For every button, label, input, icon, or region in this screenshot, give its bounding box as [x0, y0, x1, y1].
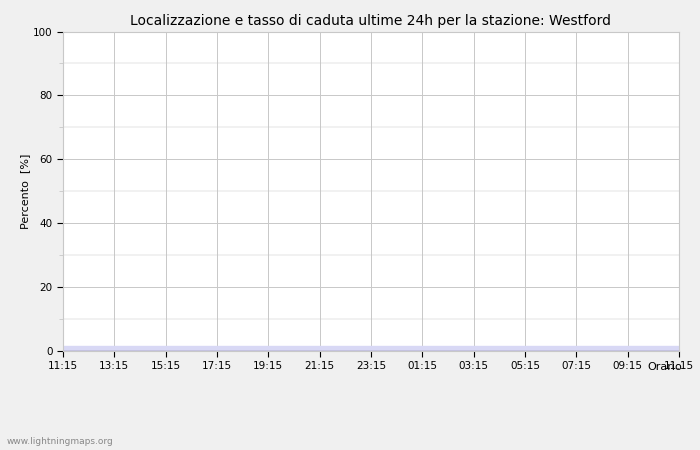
Text: Orario: Orario — [648, 362, 682, 372]
Title: Localizzazione e tasso di caduta ultime 24h per la stazione: Westford: Localizzazione e tasso di caduta ultime … — [130, 14, 612, 27]
Y-axis label: Percento  [%]: Percento [%] — [20, 153, 30, 229]
Text: www.lightningmaps.org: www.lightningmaps.org — [7, 436, 113, 446]
